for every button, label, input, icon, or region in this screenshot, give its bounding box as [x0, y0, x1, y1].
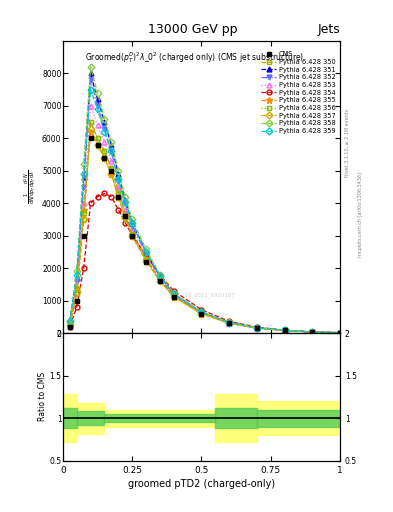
Y-axis label: Ratio to CMS: Ratio to CMS: [38, 372, 47, 421]
Legend: CMS, Pythia 6.428 350, Pythia 6.428 351, Pythia 6.428 352, Pythia 6.428 353, Pyt: CMS, Pythia 6.428 350, Pythia 6.428 351,…: [260, 50, 337, 136]
Y-axis label: $\frac{1}{\mathrm{d}N/\mathrm{d}p_T}\frac{\mathrm{d}^2N}{\mathrm{d}p_T\mathrm{d}: $\frac{1}{\mathrm{d}N/\mathrm{d}p_T}\fra…: [23, 170, 39, 204]
Text: Rivet 3.1.10, ≥ 2.1M events: Rivet 3.1.10, ≥ 2.1M events: [345, 109, 350, 178]
Text: Jets: Jets: [317, 23, 340, 36]
Text: 19_2021_II920187: 19_2021_II920187: [185, 292, 235, 298]
Text: mcplots.cern.ch [arXiv:1306.3436]: mcplots.cern.ch [arXiv:1306.3436]: [358, 173, 363, 258]
Text: Groomed$(p_T^D)^2\lambda\_0^2$ (charged only) (CMS jet substructure): Groomed$(p_T^D)^2\lambda\_0^2$ (charged …: [85, 50, 304, 65]
Text: 13000 GeV pp: 13000 GeV pp: [148, 23, 237, 36]
X-axis label: groomed pTD2 (charged-only): groomed pTD2 (charged-only): [128, 479, 275, 489]
